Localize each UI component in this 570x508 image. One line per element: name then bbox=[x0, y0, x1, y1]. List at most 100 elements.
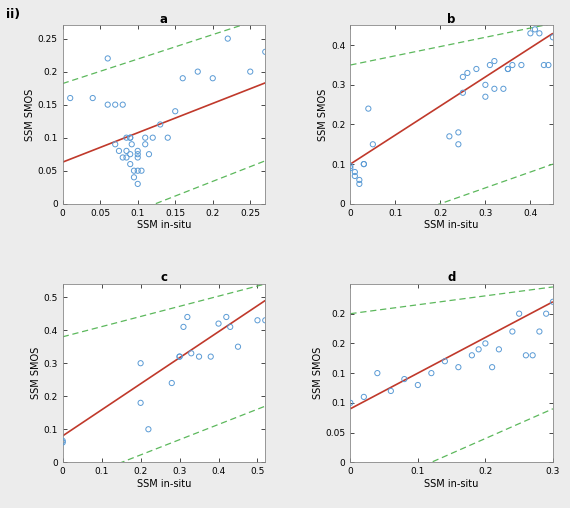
Point bbox=[454, 129, 463, 137]
Point bbox=[193, 68, 202, 76]
Point bbox=[58, 438, 67, 447]
Point bbox=[503, 65, 512, 73]
Point bbox=[494, 345, 503, 354]
Point bbox=[141, 140, 150, 148]
Title: c: c bbox=[161, 271, 168, 284]
Title: b: b bbox=[447, 13, 456, 25]
Title: d: d bbox=[447, 271, 456, 284]
Point bbox=[122, 153, 131, 162]
Point bbox=[234, 342, 243, 351]
Point bbox=[517, 61, 526, 69]
Point bbox=[499, 85, 508, 93]
Point bbox=[125, 150, 135, 158]
Point bbox=[129, 167, 139, 175]
Point bbox=[125, 160, 135, 168]
Point bbox=[133, 150, 142, 158]
Point bbox=[458, 73, 467, 81]
Point bbox=[472, 65, 481, 73]
Point bbox=[440, 357, 449, 365]
Point bbox=[515, 309, 524, 318]
Point bbox=[503, 65, 512, 73]
Point bbox=[194, 353, 203, 361]
Point bbox=[386, 387, 396, 395]
X-axis label: SSM in-situ: SSM in-situ bbox=[137, 479, 191, 489]
Point bbox=[544, 61, 553, 69]
Point bbox=[156, 120, 165, 129]
Point bbox=[125, 134, 135, 142]
Point bbox=[137, 167, 146, 175]
Point bbox=[535, 29, 544, 38]
Point bbox=[170, 107, 180, 115]
Point bbox=[485, 61, 494, 69]
Y-axis label: SSM SMOS: SSM SMOS bbox=[25, 88, 35, 141]
Point bbox=[508, 328, 517, 336]
Point bbox=[179, 323, 188, 331]
Point bbox=[487, 363, 496, 371]
Point bbox=[346, 399, 355, 407]
Point bbox=[351, 168, 360, 176]
Point bbox=[115, 147, 124, 155]
Point bbox=[542, 309, 551, 318]
Point bbox=[187, 349, 196, 357]
X-axis label: SSM in-situ: SSM in-situ bbox=[137, 220, 191, 230]
Point bbox=[355, 180, 364, 188]
Point bbox=[178, 74, 188, 82]
Point bbox=[490, 85, 499, 93]
Point bbox=[129, 173, 139, 181]
Point bbox=[400, 375, 409, 383]
Point bbox=[223, 35, 233, 43]
Point bbox=[351, 172, 360, 180]
Point bbox=[148, 134, 157, 142]
Point bbox=[133, 180, 142, 188]
Point bbox=[474, 345, 483, 354]
Point bbox=[454, 363, 463, 371]
X-axis label: SSM in-situ: SSM in-situ bbox=[425, 220, 479, 230]
Point bbox=[526, 29, 535, 38]
Point bbox=[125, 134, 135, 142]
Point bbox=[133, 147, 142, 155]
Point bbox=[183, 313, 192, 321]
Point bbox=[167, 379, 176, 387]
Point bbox=[175, 353, 184, 361]
Point bbox=[490, 57, 499, 65]
Point bbox=[163, 134, 172, 142]
Point bbox=[118, 153, 127, 162]
Point bbox=[226, 323, 235, 331]
Point bbox=[133, 153, 142, 162]
Point bbox=[359, 160, 368, 168]
Point bbox=[58, 437, 67, 445]
Point bbox=[88, 94, 97, 102]
Point bbox=[260, 48, 270, 56]
Point bbox=[373, 369, 382, 377]
Point bbox=[467, 351, 477, 359]
Point bbox=[133, 167, 142, 175]
Point bbox=[127, 140, 136, 148]
Point bbox=[359, 393, 368, 401]
Point bbox=[463, 69, 472, 77]
Point bbox=[144, 425, 153, 433]
Point bbox=[66, 94, 75, 102]
Point bbox=[136, 359, 145, 367]
Point bbox=[260, 316, 270, 324]
Point bbox=[548, 298, 557, 306]
Point bbox=[208, 74, 217, 82]
Point bbox=[222, 313, 231, 321]
X-axis label: SSM in-situ: SSM in-situ bbox=[425, 479, 479, 489]
Title: a: a bbox=[160, 13, 168, 25]
Point bbox=[111, 140, 120, 148]
Point bbox=[214, 320, 223, 328]
Text: ii): ii) bbox=[6, 8, 20, 21]
Point bbox=[141, 134, 150, 142]
Y-axis label: SSM SMOS: SSM SMOS bbox=[31, 347, 40, 399]
Point bbox=[122, 147, 131, 155]
Point bbox=[346, 164, 355, 172]
Point bbox=[481, 81, 490, 89]
Point bbox=[206, 353, 215, 361]
Point bbox=[103, 54, 112, 62]
Point bbox=[528, 351, 537, 359]
Point bbox=[427, 369, 436, 377]
Point bbox=[136, 399, 145, 407]
Point bbox=[346, 162, 355, 170]
Y-axis label: SSM SMOS: SSM SMOS bbox=[318, 88, 328, 141]
Point bbox=[548, 33, 557, 41]
